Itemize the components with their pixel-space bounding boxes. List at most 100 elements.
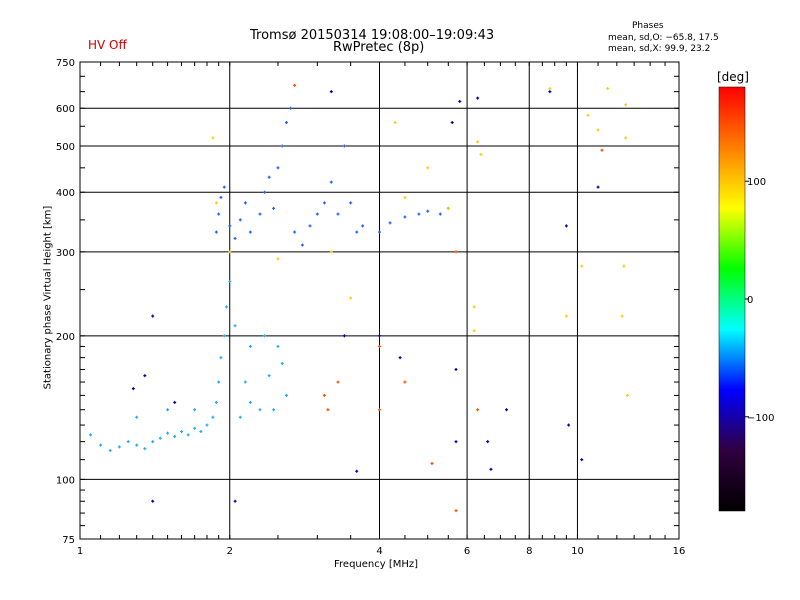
data-point — [606, 86, 610, 90]
data-point — [248, 400, 252, 404]
data-point — [267, 374, 271, 378]
data-point — [308, 224, 312, 228]
data-point — [214, 400, 218, 404]
data-point — [248, 344, 252, 348]
data-point — [430, 461, 434, 465]
data-point — [151, 499, 155, 503]
x-tick-label: 4 — [376, 546, 382, 557]
data-point — [199, 430, 203, 434]
data-point — [224, 305, 228, 309]
data-point — [329, 90, 333, 94]
data-point — [263, 190, 267, 194]
data-point — [403, 215, 407, 219]
data-point — [284, 121, 288, 125]
data-point — [228, 250, 232, 254]
x-tick-label: 16 — [673, 546, 686, 557]
data-point — [186, 433, 190, 437]
data-point — [548, 86, 552, 90]
x-tick-label: 10 — [571, 546, 584, 557]
data-point — [211, 415, 215, 419]
data-point — [272, 206, 276, 210]
data-point — [349, 201, 353, 205]
data-point — [243, 201, 247, 205]
data-point — [450, 121, 454, 125]
data-point — [151, 440, 155, 444]
data-point — [143, 374, 147, 378]
data-point — [217, 380, 221, 384]
data-point — [336, 212, 340, 216]
data-point — [564, 314, 568, 318]
data-point — [219, 356, 223, 360]
data-point — [99, 443, 103, 447]
data-point — [258, 212, 262, 216]
data-point — [361, 224, 365, 228]
data-point — [143, 447, 147, 451]
data-point — [219, 195, 223, 199]
y-tick-label: 750 — [56, 58, 75, 69]
data-point — [378, 344, 381, 348]
hv-status: HV Off — [88, 38, 127, 52]
data-point — [322, 201, 326, 205]
stat-line-o: mean, sd,O: −65.8, 17.5 — [608, 33, 719, 43]
data-point — [238, 218, 242, 222]
data-point — [564, 224, 568, 228]
data-point — [258, 408, 262, 412]
data-point — [625, 393, 629, 397]
data-point — [211, 136, 215, 140]
data-point — [446, 206, 450, 210]
data-point — [458, 99, 462, 103]
data-point — [489, 467, 493, 471]
data-point — [267, 175, 271, 179]
data-point — [580, 264, 584, 268]
x-tick-label: 6 — [464, 546, 470, 557]
data-point — [438, 212, 442, 216]
x-tick-label: 2 — [227, 546, 233, 557]
colorbar-tick-label: 100 — [747, 177, 766, 188]
chart-subtitle: RwPretec (8p) — [333, 40, 425, 55]
legend-title: Phases — [632, 21, 664, 31]
data-point — [166, 431, 170, 435]
data-point — [378, 230, 381, 234]
data-point — [248, 230, 252, 234]
y-tick-label: 400 — [56, 188, 75, 199]
data-point — [205, 423, 209, 427]
data-point — [349, 296, 353, 300]
y-tick-label: 200 — [56, 332, 75, 343]
data-point — [454, 440, 458, 444]
data-point — [600, 148, 604, 152]
data-point — [322, 393, 326, 397]
data-point — [289, 106, 293, 110]
data-point — [284, 393, 288, 397]
data-point — [135, 443, 139, 447]
y-tick-label: 500 — [56, 142, 75, 153]
data-point — [580, 458, 584, 462]
data-point — [326, 408, 330, 412]
data-point — [378, 408, 381, 412]
data-point — [622, 264, 626, 268]
data-point — [158, 436, 162, 440]
data-point — [300, 243, 304, 247]
colorbar-tick-label: −100 — [747, 413, 774, 424]
data-point — [403, 195, 407, 199]
data-point — [355, 469, 359, 473]
data-point — [222, 185, 226, 189]
data-point — [108, 448, 112, 452]
data-point — [378, 334, 381, 338]
data-point — [243, 380, 247, 384]
data-point — [454, 250, 458, 254]
data-point — [276, 344, 280, 348]
data-point — [173, 435, 177, 439]
data-point — [214, 201, 218, 205]
data-point — [476, 96, 480, 100]
data-point — [272, 408, 276, 412]
x-tick-label: 8 — [526, 546, 532, 557]
data-point — [214, 230, 218, 234]
data-point — [454, 367, 458, 371]
data-point — [228, 279, 232, 283]
data-point — [486, 440, 490, 444]
data-point — [586, 113, 590, 117]
data-point — [126, 440, 130, 444]
data-point — [355, 230, 359, 234]
data-point — [336, 380, 340, 384]
data-point — [393, 121, 397, 125]
